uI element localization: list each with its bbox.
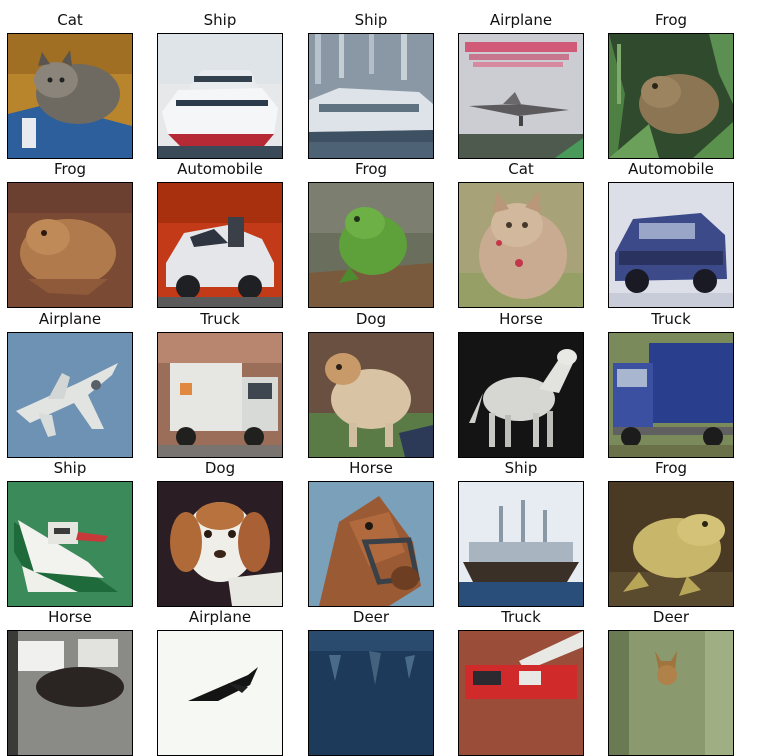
thumbnail-image — [608, 630, 734, 756]
thumbnail-image — [608, 182, 734, 308]
thumbnail-image — [608, 481, 734, 607]
image-grid: Cat Ship — [7, 11, 734, 756]
thumbnail-image — [157, 630, 283, 756]
thumbnail-image — [308, 481, 434, 607]
image-label: Truck — [501, 608, 541, 626]
image-label: Automobile — [628, 160, 714, 178]
thumbnail-image — [157, 33, 283, 159]
image-label: Frog — [354, 160, 388, 178]
thumbnail-image — [157, 481, 283, 607]
image-label: Frog — [654, 459, 688, 477]
image-label: Automobile — [177, 160, 263, 178]
thumbnail-image — [157, 182, 283, 308]
thumbnail-image — [458, 481, 584, 607]
thumbnail-image — [7, 332, 133, 458]
thumbnail-image — [308, 182, 434, 308]
image-label: Airplane — [188, 608, 252, 626]
image-label: Ship — [203, 11, 237, 29]
thumbnail-image — [458, 630, 584, 756]
image-label: Frog — [654, 11, 688, 29]
thumbnail-image — [308, 33, 434, 159]
image-label: Horse — [499, 310, 543, 328]
thumbnail-image — [458, 33, 584, 159]
image-label: Ship — [354, 11, 388, 29]
thumbnail-image — [458, 182, 584, 308]
image-label: Horse — [349, 459, 393, 477]
image-label: Cat — [57, 11, 83, 29]
image-label: Dog — [355, 310, 387, 328]
thumbnail-image — [308, 630, 434, 756]
thumbnail-image — [7, 33, 133, 159]
thumbnail-image — [458, 332, 584, 458]
image-label: Dog — [204, 459, 236, 477]
thumbnail-image — [157, 332, 283, 458]
thumbnail-image — [608, 33, 734, 159]
image-label: Cat — [508, 160, 534, 178]
thumbnail-image — [7, 182, 133, 308]
image-label: Deer — [652, 608, 690, 626]
image-label: Airplane — [38, 310, 102, 328]
image-label: Ship — [53, 459, 87, 477]
image-label: Airplane — [489, 11, 553, 29]
image-label: Truck — [651, 310, 691, 328]
thumbnail-image — [7, 481, 133, 607]
thumbnail-image — [7, 630, 133, 756]
image-label: Deer — [352, 608, 390, 626]
thumbnail-image — [608, 332, 734, 458]
image-label: Truck — [200, 310, 240, 328]
image-label: Ship — [504, 459, 538, 477]
image-label: Frog — [53, 160, 87, 178]
image-label: Horse — [48, 608, 92, 626]
thumbnail-image — [308, 332, 434, 458]
